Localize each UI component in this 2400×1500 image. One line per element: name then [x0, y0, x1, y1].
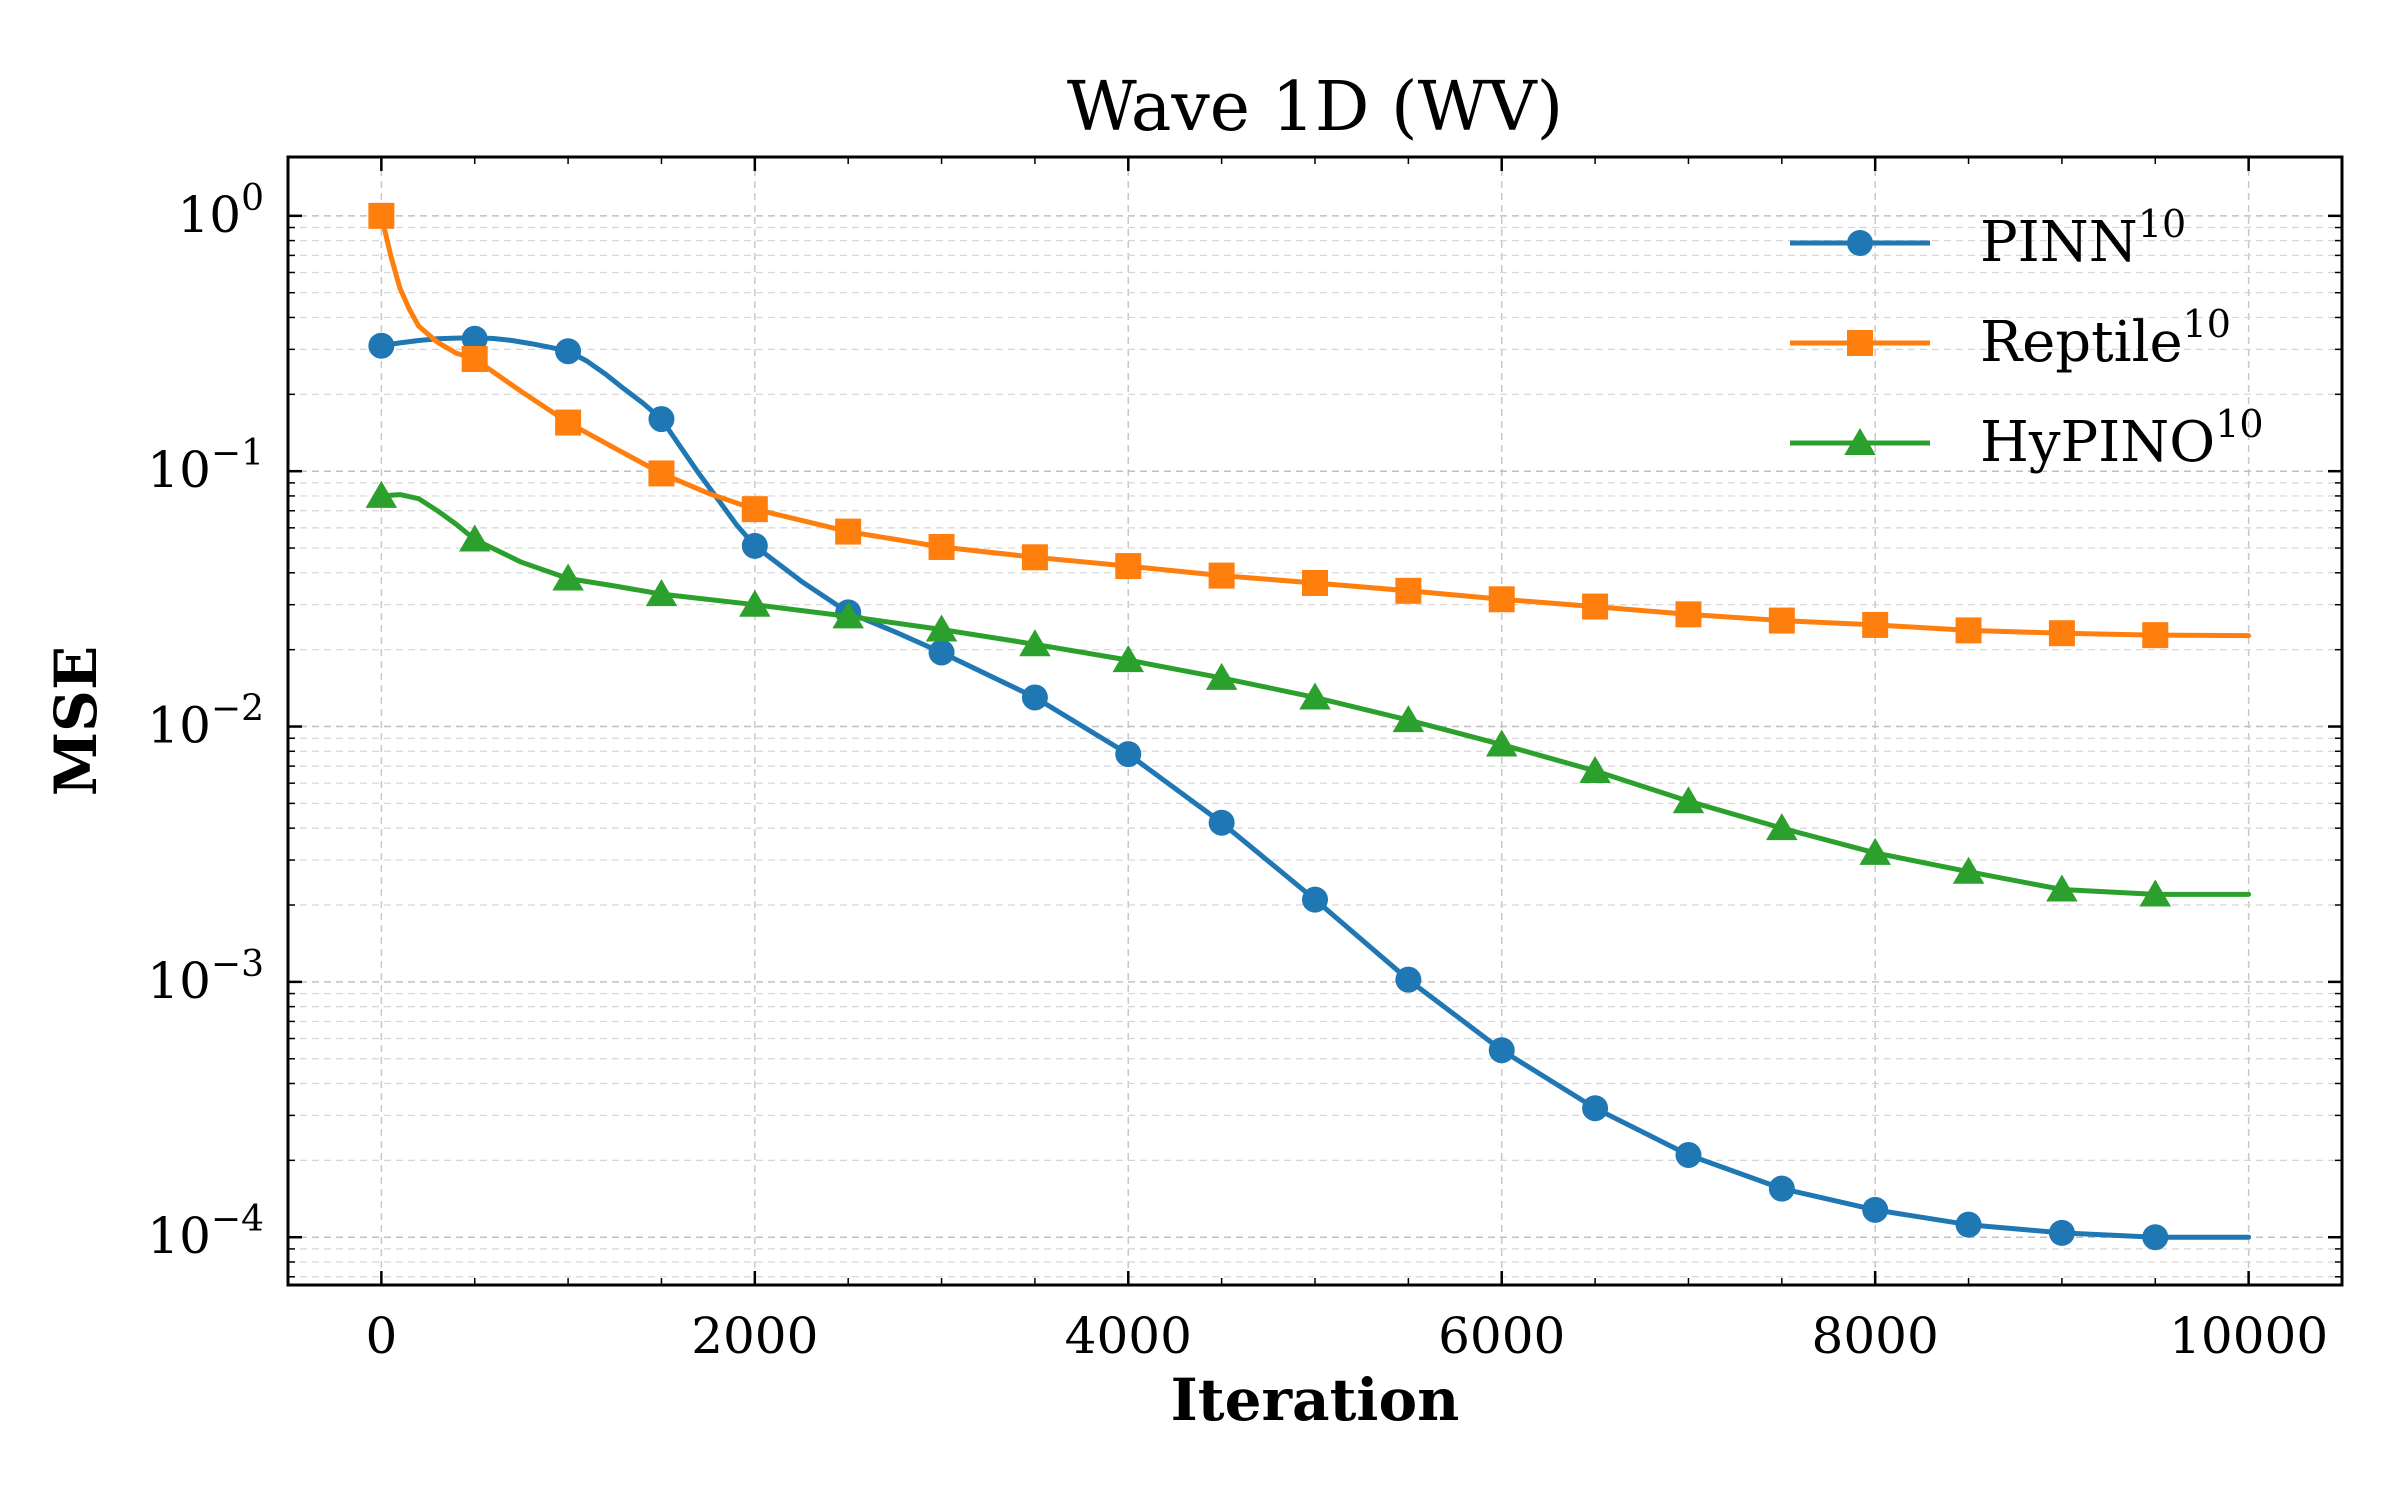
data-point-hypino — [458, 524, 491, 552]
data-point-reptile — [835, 518, 862, 545]
data-point-pinn — [1488, 1037, 1515, 1064]
data-point-pinn — [2048, 1219, 2075, 1246]
legend-item-pinn: PINN10 — [1790, 202, 2186, 275]
legend-marker — [1844, 428, 1876, 455]
data-point-hypino — [739, 589, 771, 617]
data-point-reptile — [1115, 553, 1142, 580]
series-line-pinn — [378, 335, 2252, 1240]
legend-label: Reptile10 — [1980, 302, 2231, 375]
y-tick-label: 10−3 — [147, 944, 264, 1010]
data-point-reptile — [1582, 593, 1609, 620]
y-axis-label: MSE — [42, 646, 110, 796]
data-point-hypino — [552, 563, 584, 591]
data-point-pinn — [1208, 809, 1235, 836]
data-point-reptile — [1302, 569, 1328, 596]
y-tick-label: 10−2 — [147, 689, 264, 755]
data-point-reptile — [1675, 601, 1702, 628]
data-point-pinn — [368, 332, 395, 359]
legend: PINN10 Reptile10 HyPINO10 — [1790, 202, 2264, 475]
data-point-pinn — [2142, 1224, 2169, 1251]
data-point-hypino — [1766, 813, 1798, 841]
data-point-reptile — [1862, 611, 1889, 638]
data-point-pinn — [648, 406, 675, 433]
series-line-reptile — [378, 213, 2252, 639]
grid — [288, 157, 2342, 1285]
x-axis-label: Iteration — [1171, 1366, 1460, 1434]
data-point-reptile — [741, 496, 768, 523]
data-point-pinn — [928, 639, 955, 666]
data-point-hypino — [1019, 629, 1051, 657]
data-point-hypino — [1205, 662, 1238, 690]
data-point-reptile — [1488, 586, 1515, 613]
data-point-hypino — [832, 601, 864, 629]
series-hypino — [365, 480, 2252, 907]
data-point-reptile — [461, 346, 488, 373]
data-point-hypino — [1672, 786, 1705, 814]
data-point-hypino — [1392, 705, 1425, 733]
y-tick-label: 10−1 — [147, 433, 264, 499]
data-point-reptile — [1395, 577, 1422, 604]
data-point-pinn — [1582, 1095, 1609, 1122]
legend-item-reptile: Reptile10 — [1790, 302, 2231, 375]
data-point-reptile — [648, 460, 675, 487]
ticks: 0 2000 4000 6000 8000 10000 100 10−1 10−2 10−3 10−… — [147, 157, 2343, 1365]
y-tick-label: 10−4 — [147, 1199, 264, 1265]
series-reptile — [368, 202, 2252, 649]
data-point-hypino — [2139, 879, 2172, 907]
legend-item-hypino: HyPINO10 — [1790, 402, 2264, 475]
data-point-pinn — [1395, 966, 1422, 993]
legend-label: PINN10 — [1980, 202, 2186, 275]
data-point-reptile — [928, 533, 955, 560]
data-point-pinn — [1862, 1196, 1889, 1223]
data-point-reptile — [1955, 617, 1982, 644]
x-tick-label: 8000 — [1812, 1307, 1939, 1365]
data-point-pinn — [741, 532, 768, 559]
data-point-pinn — [1302, 886, 1328, 913]
data-point-hypino — [1579, 755, 1611, 783]
legend-marker — [1847, 330, 1873, 356]
x-tick-label: 4000 — [1065, 1307, 1192, 1365]
data-point-pinn — [461, 325, 488, 352]
data-point-reptile — [2048, 620, 2075, 647]
data-point-pinn — [1021, 684, 1048, 711]
data-point-reptile — [1208, 562, 1235, 589]
data-point-hypino — [1485, 729, 1518, 757]
data-point-pinn — [555, 338, 582, 365]
series-pinn — [368, 325, 2252, 1251]
data-point-pinn — [1955, 1211, 1982, 1238]
data-point-hypino — [1299, 682, 1331, 710]
x-tick-label: 10000 — [2169, 1307, 2328, 1365]
data-point-hypino — [1859, 837, 1891, 865]
legend-marker — [1847, 230, 1873, 256]
data-point-reptile — [368, 202, 395, 229]
data-point-pinn — [1675, 1141, 1702, 1168]
data-point-reptile — [1021, 544, 1048, 571]
x-tick-label: 2000 — [691, 1307, 818, 1365]
data-point-reptile — [2142, 622, 2169, 649]
y-tick-label: 100 — [177, 178, 264, 244]
data-point-hypino — [925, 614, 958, 642]
data-point-reptile — [555, 409, 582, 436]
x-tick-label: 0 — [365, 1307, 397, 1365]
data-point-hypino — [645, 579, 678, 607]
data-point-hypino — [1112, 645, 1145, 673]
data-point-pinn — [1115, 741, 1142, 768]
series-layer — [365, 202, 2252, 1251]
legend-label: HyPINO10 — [1980, 402, 2264, 475]
x-tick-label: 6000 — [1438, 1307, 1565, 1365]
data-point-reptile — [1768, 607, 1795, 634]
data-point-pinn — [1768, 1175, 1795, 1202]
chart-title: Wave 1D (WV) — [1067, 68, 1563, 147]
data-point-hypino — [2046, 874, 2078, 902]
data-point-hypino — [365, 480, 398, 508]
data-point-hypino — [1952, 856, 1985, 884]
